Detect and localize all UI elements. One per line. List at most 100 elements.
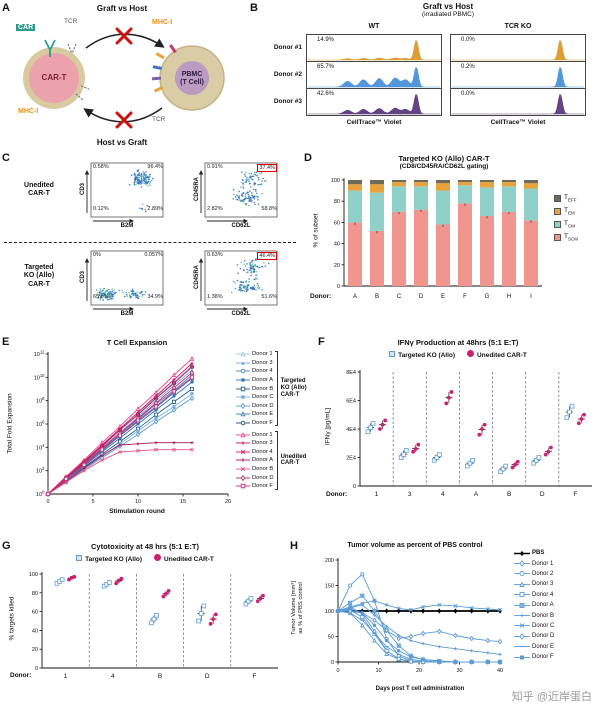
svg-text:A: A xyxy=(474,491,479,498)
ue-circle-icon xyxy=(154,554,162,561)
flow-plot-ko-cd62l: 0.63% 46.4% 1.38% 51.6% CD45RA CD62L xyxy=(192,250,280,326)
ko-square-icon xyxy=(76,554,83,561)
legend-item-ue: Unedited CAR-T xyxy=(154,554,214,563)
x-axis-label: B2M xyxy=(120,223,134,229)
svg-text:20: 20 xyxy=(416,668,422,674)
panel-a: A Graft vs Host xyxy=(2,2,248,150)
svg-text:6E4: 6E4 xyxy=(346,399,356,405)
svg-text:D: D xyxy=(419,294,424,300)
quadrant-pct: 51.6% xyxy=(261,294,277,300)
mhc-label-bottom: MHC-I xyxy=(18,108,39,115)
panel-b-label: B xyxy=(250,2,258,14)
quadrant-pct: 0.91% xyxy=(207,164,223,170)
panel-d-subtitle: (CD8/CD45RA/CD62L gating) xyxy=(399,163,489,170)
quadrant-pct: 96.4% xyxy=(147,164,163,170)
svg-text:B: B xyxy=(375,294,379,300)
svg-text:106: 106 xyxy=(36,420,45,429)
svg-text:I: I xyxy=(530,294,532,300)
panel-g: G Cytotoxicity at 48 hrs (5:1 E:T) Targe… xyxy=(2,540,288,704)
svg-text:1: 1 xyxy=(375,491,379,498)
legend-item-tcm: TCM xyxy=(554,218,578,231)
cart-cell xyxy=(29,53,79,103)
legend-item: Donor F xyxy=(236,419,274,428)
x-axis-label: CD62L xyxy=(231,223,251,229)
quadrant-pct-highlighted: 37.4% xyxy=(257,164,277,172)
y-axis-label: CD45RA xyxy=(194,177,200,202)
legend-swatch xyxy=(554,195,561,202)
svg-text:10: 10 xyxy=(135,499,141,505)
legend-bracket xyxy=(274,431,278,490)
legend-item-ue: Unedited CAR-T xyxy=(467,350,527,359)
panel-g-legend: Targeted KO (Allo) Unedited CAR-T xyxy=(22,554,268,563)
tumor-volume-legend: PBS Donor 1 Donor 2 Donor 3 Donor 4 Donor A Do… xyxy=(514,548,598,662)
svg-text:20: 20 xyxy=(225,499,231,505)
svg-text:5: 5 xyxy=(91,499,94,505)
svg-text:104: 104 xyxy=(36,443,45,452)
car-label: CAR xyxy=(16,24,36,31)
svg-text:80: 80 xyxy=(334,199,340,205)
legend-swatch xyxy=(554,221,561,228)
svg-text:D: D xyxy=(205,673,210,680)
legend-item: Donor D xyxy=(236,402,274,411)
legend-item: Donor 1 xyxy=(236,430,274,439)
panel-d: D Targeted KO (Allo) CAR-T (CD8/CD45RA/C… xyxy=(304,152,598,336)
legend-item: Donor A xyxy=(514,600,598,610)
panel-f: F IFNγ Production at 48hrs (5:1 E:T) Tar… xyxy=(318,336,598,536)
svg-text:100: 100 xyxy=(36,490,45,499)
ko-square-icon xyxy=(389,350,396,357)
svg-text:40: 40 xyxy=(334,242,340,248)
pct-label: 42.6% xyxy=(317,91,335,97)
donor-axis-prefix: Donor: xyxy=(10,672,32,679)
panel-f-title: IFNγ Production at 48hrs (5:1 E:T) xyxy=(397,338,519,347)
legend-item-ko: Targeted KO (Allo) xyxy=(76,554,142,563)
svg-text:60: 60 xyxy=(32,610,38,616)
y-axis-label: CD3 xyxy=(80,183,86,196)
panel-d-label: D xyxy=(304,152,312,164)
legend-item: Donor F xyxy=(514,652,598,662)
svg-text:B: B xyxy=(507,491,511,498)
pbmc-line1: PBMC xyxy=(181,71,203,78)
svg-text:F: F xyxy=(573,491,577,498)
row-label-line: Targeted xyxy=(24,264,54,271)
x-axis-label-celltrace: CellTrace™ Violet xyxy=(490,119,546,126)
mhc-label-top: MHC-I xyxy=(152,19,173,26)
legend-item: Donor 3 xyxy=(236,440,273,447)
panel-d-title: Targeted KO (Allo) CAR-T xyxy=(398,154,490,163)
svg-text:C: C xyxy=(397,294,402,300)
ue-circle-icon xyxy=(467,350,475,357)
pct-label: 0.0% xyxy=(461,37,475,43)
svg-text:100: 100 xyxy=(331,178,340,184)
mhc-ko-icon xyxy=(75,85,90,101)
legend-bracket xyxy=(274,351,278,427)
svg-text:0: 0 xyxy=(336,668,339,674)
quadrant-pct: 0% xyxy=(93,252,101,258)
svg-text:1012: 1012 xyxy=(34,350,45,359)
legend-label: TCM xyxy=(564,220,575,229)
legend-group: Donor 1 Donor 3 Donor 4 Donor A Donor B Donor… xyxy=(236,350,316,427)
quadrant-pct: 0.057% xyxy=(144,252,163,258)
svg-text:0: 0 xyxy=(35,666,38,672)
svg-text:0: 0 xyxy=(337,284,340,290)
svg-text:20: 20 xyxy=(334,263,340,269)
legend-item: Donor F xyxy=(236,482,274,491)
svg-text:A: A xyxy=(353,294,357,300)
panel-a-label: A xyxy=(2,2,10,14)
donor-axis-prefix: Donor: xyxy=(326,491,348,498)
flow-plot-unedited-cd62l: 0.91% 37.4% 2.82% 58.8% CD45RA CD62L xyxy=(192,162,280,238)
svg-text:60: 60 xyxy=(334,220,340,226)
legend-label: TEFF xyxy=(564,194,577,203)
svg-text:200: 200 xyxy=(325,558,334,564)
tumor-volume-line-chart: 0 50 100 150 200 0 10 20 30 40 xyxy=(325,558,503,674)
column-header-tcr-ko: TCR KO xyxy=(504,23,532,30)
legend-item-tscm: TSCM xyxy=(554,231,578,244)
panel-e: E T Cell Expansion Total Fold Expansion … xyxy=(2,336,316,536)
quadrant-pct: 1.38% xyxy=(207,294,223,300)
legend-item: Donor 1 xyxy=(514,558,598,568)
legend-group-label: Unedited CAR-T xyxy=(280,453,307,467)
legend-item: Donor 4 xyxy=(514,590,598,600)
svg-text:15: 15 xyxy=(180,499,186,505)
targeted-ko-row-label: Targeted KO (Allo) CAR-T xyxy=(4,264,74,289)
subset-stacked-bar-chart: 0 20 40 60 80 100 A B C D E F G H I xyxy=(331,178,542,300)
panel-h-label: H xyxy=(290,540,298,552)
